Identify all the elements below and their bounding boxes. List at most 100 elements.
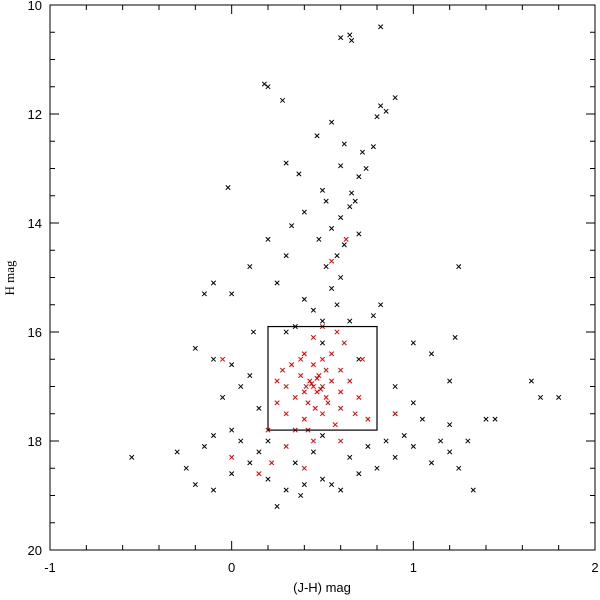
point [289, 362, 295, 368]
point [370, 313, 376, 319]
selection-box [267, 325, 378, 431]
point [363, 165, 369, 172]
point [265, 84, 271, 90]
point [349, 37, 355, 43]
point [428, 460, 435, 466]
point [329, 351, 335, 357]
point [229, 291, 235, 297]
point [378, 103, 384, 109]
point [247, 460, 253, 466]
y-tick-label: 12 [28, 107, 42, 122]
point [392, 95, 398, 101]
point [329, 285, 335, 291]
point [349, 190, 355, 196]
point [447, 422, 453, 428]
point [201, 443, 207, 450]
point [338, 389, 344, 395]
point [283, 383, 289, 390]
point [378, 302, 384, 308]
point [247, 264, 253, 270]
point [352, 411, 358, 417]
point [338, 405, 344, 411]
point [365, 443, 371, 450]
point [410, 443, 416, 450]
point [289, 223, 295, 229]
point [309, 381, 315, 387]
point [401, 432, 407, 439]
y-tick-label: 20 [28, 543, 42, 558]
point [303, 383, 309, 390]
point [283, 160, 289, 166]
point [314, 133, 320, 139]
point [256, 471, 262, 477]
point [265, 476, 271, 482]
point [301, 209, 307, 215]
point [310, 307, 316, 313]
point [347, 318, 353, 324]
point [338, 35, 344, 41]
point [334, 302, 340, 308]
point [129, 454, 135, 460]
point [319, 411, 326, 417]
point [229, 471, 235, 477]
point [483, 416, 489, 422]
point [265, 236, 271, 242]
point [314, 389, 320, 395]
y-tick-label: 18 [28, 434, 42, 449]
x-tick-label: 0 [228, 560, 235, 575]
point [229, 362, 235, 368]
point [301, 482, 307, 488]
point [301, 465, 307, 471]
point [447, 449, 453, 455]
point [383, 108, 389, 114]
point [310, 383, 316, 390]
point [192, 482, 198, 488]
point [238, 383, 244, 390]
point [329, 119, 335, 125]
point [452, 334, 458, 341]
point [347, 32, 353, 38]
point [183, 465, 189, 471]
point [325, 400, 331, 406]
point [225, 185, 231, 191]
point [310, 362, 316, 368]
y-tick-label: 10 [28, 0, 42, 13]
y-axis-label: H mag [2, 260, 17, 296]
point [329, 258, 335, 264]
point [274, 503, 280, 509]
point [256, 449, 262, 455]
point [192, 345, 198, 351]
point [261, 81, 267, 87]
plot-frame [49, 4, 596, 551]
point [307, 378, 313, 384]
x-tick-label: 1 [410, 560, 417, 575]
y-tick-label: 14 [28, 216, 42, 231]
point [347, 378, 353, 384]
point [556, 394, 562, 400]
point [296, 171, 302, 177]
point [329, 482, 335, 488]
point [323, 367, 329, 373]
point [465, 438, 471, 444]
point [338, 487, 344, 493]
point [378, 24, 384, 30]
point [319, 383, 326, 390]
point [319, 356, 326, 362]
point [229, 427, 235, 433]
point [392, 454, 398, 460]
point [256, 405, 262, 411]
point [341, 340, 347, 346]
point [210, 356, 217, 362]
point [310, 334, 316, 341]
point [323, 394, 329, 400]
point [374, 114, 380, 120]
point [316, 236, 322, 242]
point [301, 416, 307, 422]
point [279, 367, 286, 373]
point [338, 367, 344, 373]
point [356, 231, 362, 237]
point [229, 454, 235, 460]
point [329, 378, 335, 384]
point [338, 274, 344, 281]
